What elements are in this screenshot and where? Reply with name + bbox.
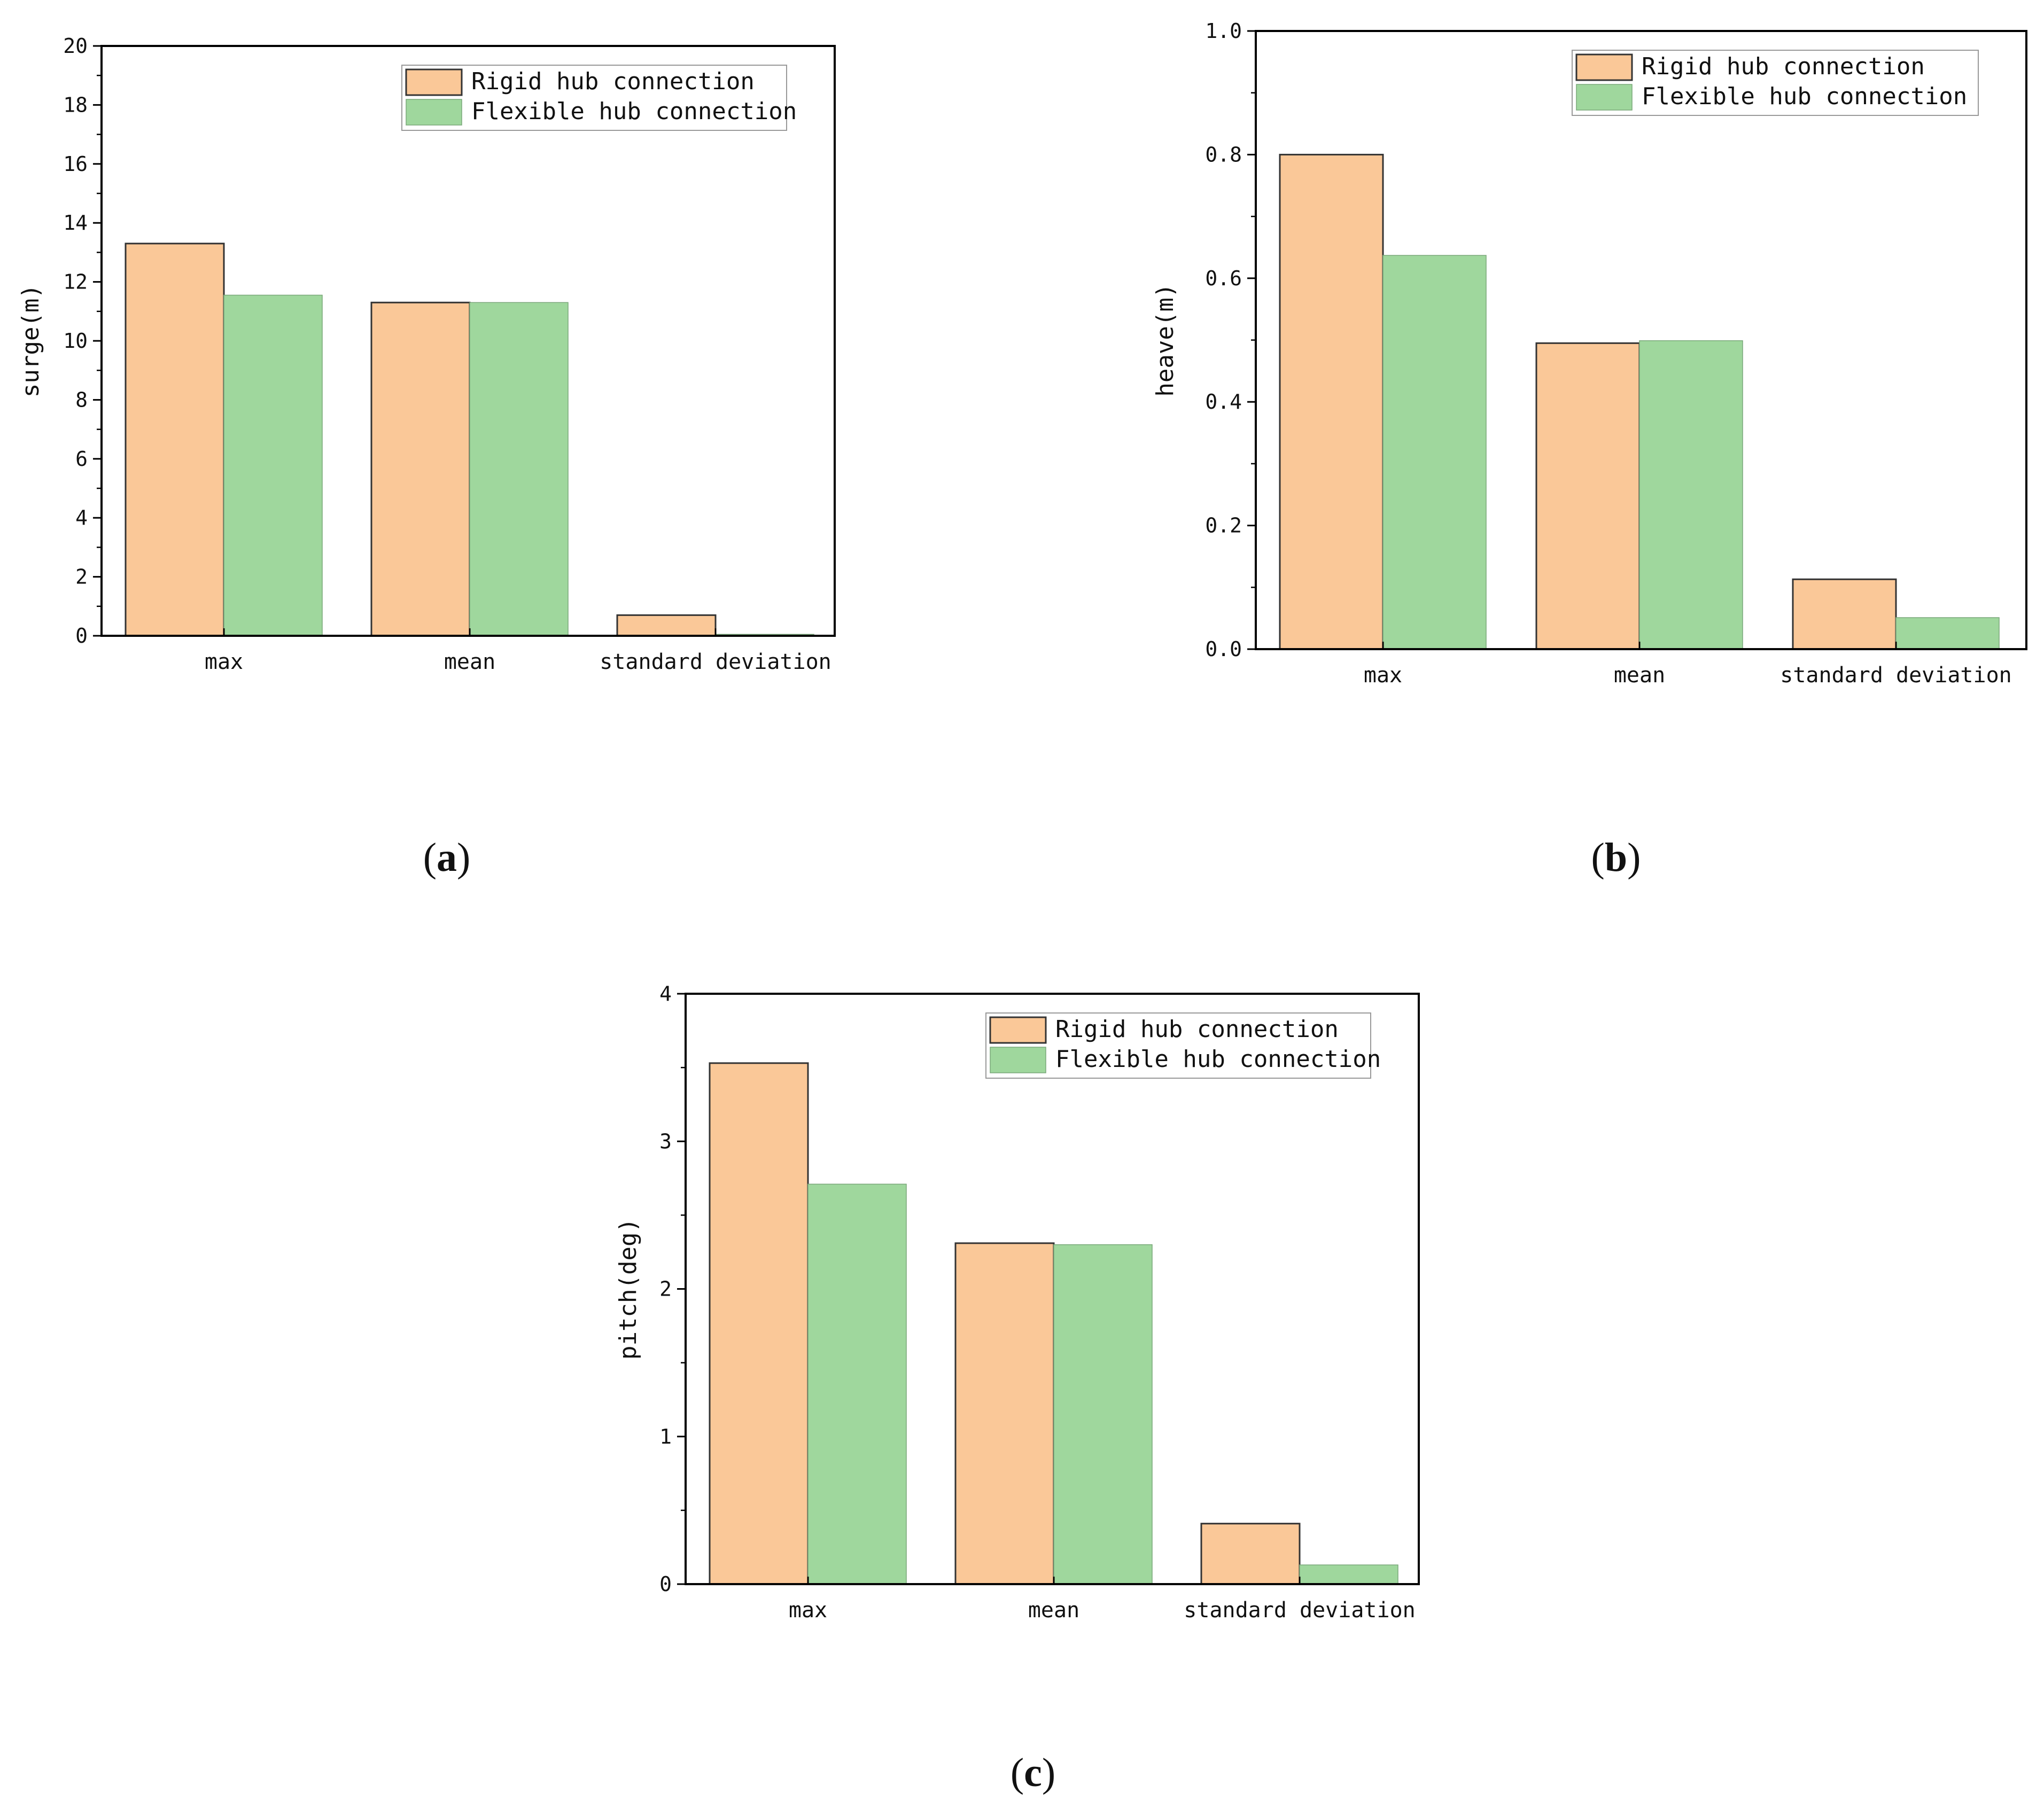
panel-label: (b)	[1591, 835, 1641, 880]
chart-panel-c: max mean standard deviation 0 1 2 3 4 pitch(deg)…	[615, 982, 1420, 1795]
y-tick-label: 0.0	[1205, 637, 1242, 661]
panel-letter: a	[437, 835, 457, 880]
y-tick-label: 2	[659, 1277, 672, 1301]
y-tick-label: 18	[63, 93, 88, 116]
bar-rigid-max	[709, 1062, 809, 1585]
panel-letter: c	[1024, 1750, 1042, 1795]
y-tick-label: 20	[63, 34, 88, 58]
legend: Rigid hub connection Flexible hub connect…	[401, 65, 797, 131]
y-tick-label: 0.8	[1205, 143, 1242, 166]
category-label: max	[1364, 663, 1402, 688]
category-label: standard deviation	[1184, 1598, 1415, 1623]
y-tick-label: 16	[63, 152, 88, 176]
legend-label-flexible: Flexible hub connection	[471, 98, 797, 125]
y-axis-title: pitch(deg)	[615, 1218, 642, 1360]
y-tick-label: 8	[75, 388, 88, 411]
legend-swatch-rigid	[1575, 53, 1633, 81]
category-label: max	[789, 1598, 827, 1623]
y-tick-label: 0.4	[1205, 390, 1242, 414]
legend-swatch-flexible	[1576, 84, 1633, 111]
bar-rigid-mean	[954, 1242, 1055, 1585]
category-label: max	[205, 650, 243, 674]
y-tick-label: 4	[659, 982, 672, 1006]
legend-label-rigid: Rigid hub connection	[1642, 53, 1925, 80]
bar-flexible-standard-deviation	[1299, 1564, 1398, 1585]
panel-letter: b	[1605, 835, 1627, 880]
y-tick-label: 0	[75, 624, 88, 648]
bar-rigid-standard-deviation	[1200, 1523, 1301, 1585]
legend: Rigid hub connection Flexible hub connect…	[1572, 50, 1979, 116]
legend-swatch-rigid	[989, 1016, 1047, 1044]
y-axis-title: heave(m)	[1152, 284, 1179, 397]
bar-flexible-mean	[469, 302, 569, 636]
chart-panel-b: max mean standard deviation 0.0 0.2 0.4 0.6 0.8…	[1152, 19, 2027, 880]
bar-rigid-max	[1279, 153, 1384, 650]
bar-flexible-max	[807, 1183, 907, 1585]
y-tick-label: 6	[75, 447, 88, 471]
y-tick-label: 0	[659, 1572, 672, 1596]
y-tick-label: 3	[659, 1129, 672, 1153]
panel-label: (c)	[1011, 1750, 1055, 1795]
legend-swatch-flexible	[990, 1047, 1046, 1073]
legend-box	[1572, 50, 1979, 116]
y-tick-label: 4	[75, 506, 88, 529]
bar-flexible-max	[1382, 255, 1487, 650]
category-label: standard deviation	[1780, 663, 2011, 688]
category-label: mean	[444, 650, 495, 674]
legend: Rigid hub connection Flexible hub connect…	[985, 1012, 1381, 1079]
bar-rigid-mean	[1535, 342, 1641, 650]
y-tick-label: 1.0	[1205, 19, 1242, 43]
y-tick-label: 14	[63, 211, 88, 235]
y-tick-label: 1	[659, 1425, 672, 1448]
chart-panel-a: max mean standard deviation 0 2 4 6 8 10 12 14 16 18…	[17, 34, 836, 880]
bar-flexible-standard-deviation	[1895, 617, 2000, 650]
y-tick-label: 0.6	[1205, 267, 1242, 290]
legend-swatch-rigid	[405, 68, 463, 96]
legend-label-flexible: Flexible hub connection	[1055, 1046, 1381, 1073]
bar-flexible-mean	[1639, 340, 1743, 650]
legend-box	[401, 65, 787, 131]
y-tick-label: 12	[63, 270, 88, 294]
panel-label: (a)	[423, 835, 471, 880]
category-label: standard deviation	[600, 650, 831, 674]
legend-label-rigid: Rigid hub connection	[1055, 1016, 1339, 1043]
category-label: mean	[1028, 1598, 1079, 1623]
bar-rigid-standard-deviation	[1792, 578, 1897, 650]
y-tick-label: 2	[75, 565, 88, 589]
bar-flexible-max	[223, 294, 323, 636]
y-tick-label: 10	[63, 329, 88, 353]
y-axis-title: surge(m)	[17, 284, 44, 398]
legend-label-flexible: Flexible hub connection	[1642, 83, 1967, 110]
bar-rigid-mean	[370, 301, 471, 637]
y-tick-label: 0.2	[1205, 514, 1242, 537]
legend-swatch-flexible	[406, 99, 462, 126]
bar-rigid-standard-deviation	[616, 614, 717, 637]
bar-flexible-mean	[1053, 1244, 1153, 1585]
bar-rigid-max	[125, 243, 225, 637]
category-label: mean	[1614, 663, 1665, 688]
legend-box	[985, 1012, 1371, 1079]
legend-label-rigid: Rigid hub connection	[471, 68, 755, 95]
